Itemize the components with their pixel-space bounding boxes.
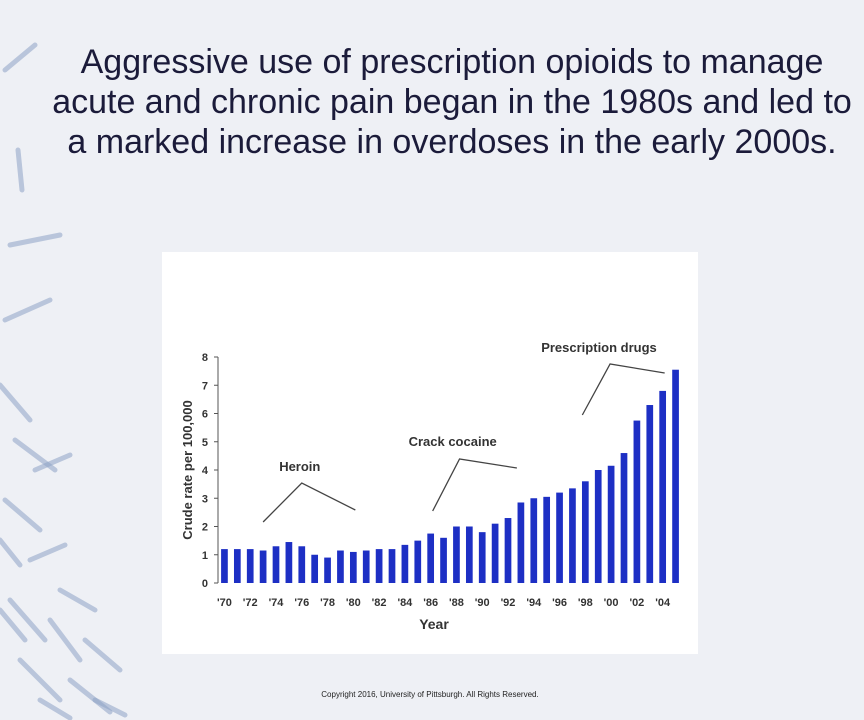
decorative-stroke [15,147,25,193]
y-tick-label: 3 [202,493,208,505]
bar [221,549,228,583]
x-tick-label: '92 [501,597,516,609]
y-tick-label: 1 [202,550,208,562]
decorative-stroke [37,697,73,720]
bar [337,550,344,583]
y-tick-label: 5 [202,437,208,449]
bar [569,488,576,583]
y-axis-title: Crude rate per 100,000 [180,400,195,539]
decorative-stroke [17,657,63,703]
x-tick-label: '04 [655,597,671,609]
y-tick-label: 4 [202,465,209,477]
x-tick-label: '96 [552,597,567,609]
bar [362,550,370,583]
annotation-label-prescription-drugs: Prescription drugs [541,340,657,355]
x-tick-label: '02 [629,597,644,609]
x-tick-label: '90 [475,597,490,609]
bar [414,540,422,583]
y-tick-label: 8 [202,352,208,364]
bar [440,537,447,583]
x-tick-label: '78 [320,597,335,609]
bar [620,453,628,583]
x-tick-label: '72 [243,597,258,609]
decorative-stroke [7,232,63,248]
bar [465,526,473,583]
decorative-stroke [92,697,128,718]
bar [298,546,306,583]
bar [556,492,563,583]
decorative-stroke [0,607,28,643]
x-tick-label: '70 [217,597,232,609]
decorative-stroke [0,382,33,423]
decorative-stroke [7,597,48,643]
decorative-stroke [0,537,23,568]
annotation-bracket-crack-cocaine [432,458,517,512]
bar [491,523,499,583]
x-tick-label: '94 [526,597,542,609]
bar [375,549,383,583]
decorative-stroke [2,42,38,73]
x-tick-label: '84 [397,597,413,609]
bar [285,542,293,583]
annotation-label-heroin: Heroin [279,459,320,474]
x-tick-label: '74 [269,597,285,609]
bar [233,549,241,583]
decorative-stroke [82,637,123,673]
x-axis-title: Year [419,616,449,632]
y-tick-label: 0 [202,578,208,590]
bar [530,498,538,583]
decorative-stroke [32,452,73,473]
bar [388,549,396,583]
bar [272,546,280,583]
x-tick-label: '76 [294,597,309,609]
annotation-bracket-heroin [262,482,356,523]
bar [349,551,357,583]
copyright-notice: Copyright 2016, University of Pittsburgh… [321,690,539,699]
y-tick-label: 2 [202,522,208,534]
decorative-stroke [2,497,43,533]
annotation-label-crack-cocaine: Crack cocaine [409,434,497,449]
bar [633,420,641,583]
bar [427,533,435,583]
decorative-stroke [2,297,53,323]
x-tick-label: '80 [346,597,361,609]
bar [504,518,512,583]
bar [246,549,254,583]
bar [517,502,525,583]
x-tick-label: '82 [372,597,387,609]
bar [478,532,486,583]
bar [324,557,331,583]
bar [543,496,551,583]
bar [453,526,460,583]
x-tick-label: '98 [578,597,593,609]
x-tick-label: '86 [423,597,438,609]
bar [672,369,679,583]
x-tick-label: '88 [449,597,464,609]
bar-chart: 0 1 2 3 4 5 6 7 8 '70 '72 '74 '76 '78 '80 '82 '84 '86 '88 '… [180,340,679,632]
decorative-background-pattern [0,42,128,720]
annotation-bracket-prescription-drugs [581,363,665,416]
bar [311,554,319,583]
bar [607,465,615,583]
decorative-stroke [57,587,98,613]
bar [581,481,589,583]
decorative-stroke [47,617,83,663]
y-tick-label: 6 [202,409,208,421]
chart-panel: 0 1 2 3 4 5 6 7 8 '70 '72 '74 '76 '78 '80 '82 '84 '86 '88 '… [162,252,698,654]
y-tick-label: 7 [202,380,208,392]
decorative-stroke [27,542,68,563]
bar [659,390,667,583]
bar [594,470,602,583]
bar [259,550,267,583]
x-tick-label: '00 [604,597,619,609]
bar [646,405,654,583]
bar [401,544,409,583]
slide-title: Aggressive use of prescription opioids t… [52,43,852,161]
